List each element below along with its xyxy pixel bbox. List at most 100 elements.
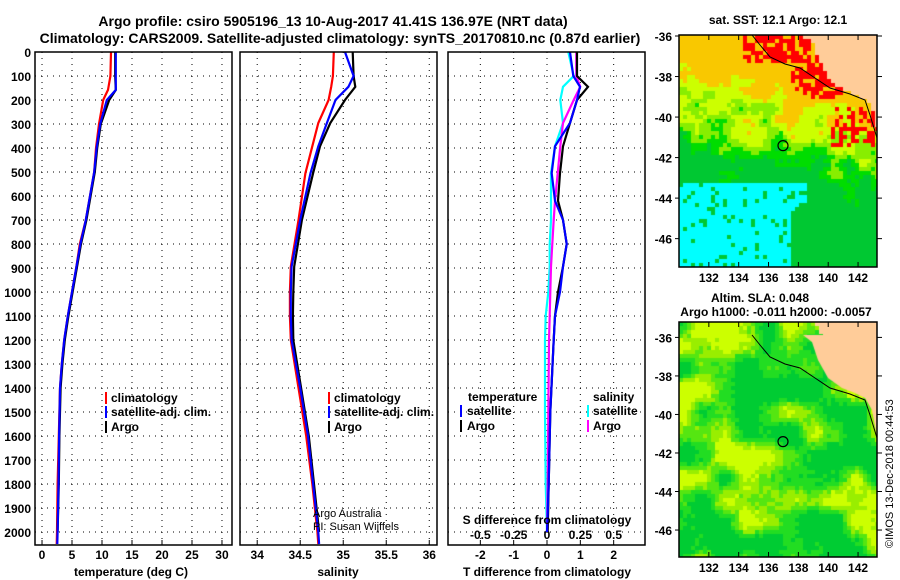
panel-frame bbox=[34, 51, 233, 546]
map-axes: 132 134 136 138 140 142 -36 -38 -40 -42 -44 -46 132 1… bbox=[655, 30, 869, 575]
x-tick-label: 5 bbox=[69, 548, 76, 562]
y-tick-label: 300 bbox=[11, 118, 31, 132]
lon-tick-label: 132 bbox=[699, 271, 719, 285]
y-tick-label: 1100 bbox=[5, 310, 31, 324]
series-line-satellite-adj-clim- bbox=[56, 52, 117, 545]
lat-tick-label: -44 bbox=[655, 486, 673, 500]
legend-label: Argo bbox=[111, 420, 139, 434]
y-tick-label: 200 bbox=[11, 94, 31, 108]
s-tick-label: 0.25 bbox=[569, 528, 593, 542]
x-tick-label: 15 bbox=[125, 548, 139, 562]
sla-map-subtitle: Argo h1000: -0.011 h2000: -0.0057 bbox=[680, 305, 872, 319]
x-tick-label: 34 bbox=[251, 548, 265, 562]
lon-tick-label: 142 bbox=[848, 271, 868, 285]
x-tick-label: 2 bbox=[610, 548, 617, 562]
series-line-s-argo bbox=[545, 52, 582, 533]
series-line-t-satellite bbox=[545, 51, 582, 533]
sst-map-title: sat. SST: 12.1 Argo: 12.1 bbox=[709, 13, 848, 27]
y-tick-label: 1600 bbox=[4, 430, 31, 444]
lat-tick-label: -40 bbox=[655, 408, 673, 422]
y-tick-label: 1000 bbox=[4, 286, 31, 300]
lat-tick-label: -46 bbox=[655, 524, 673, 538]
y-tick-label: 2000 bbox=[4, 526, 31, 540]
profile-panels: 0 5 10 15 20 25 300100200300400500600700800900… bbox=[4, 46, 646, 562]
y-tick-label: 900 bbox=[11, 262, 31, 276]
series-line-climatology bbox=[55, 51, 113, 545]
lat-tick-label: -42 bbox=[655, 152, 673, 166]
series-line-s-satellite bbox=[543, 51, 575, 533]
x-tick-label: 0 bbox=[544, 548, 551, 562]
salinity-xlabel: salinity bbox=[317, 565, 359, 579]
y-tick-label: 500 bbox=[11, 166, 31, 180]
diff-xlabel: T difference from climatology bbox=[463, 565, 631, 579]
legend-label: satellite bbox=[593, 404, 638, 418]
lon-tick-label: 134 bbox=[729, 271, 749, 285]
x-tick-label: -2 bbox=[475, 548, 486, 562]
lon-tick-label: 136 bbox=[759, 561, 779, 575]
lat-tick-label: -38 bbox=[655, 71, 673, 85]
y-tick-label: 1200 bbox=[4, 334, 31, 348]
s-tick-label: -0.25 bbox=[500, 528, 528, 542]
lon-tick-label: 132 bbox=[699, 561, 719, 575]
salinity-legend: climatology satellite-adj. clim. Argo Ar… bbox=[313, 391, 434, 533]
x-tick-label: -1 bbox=[508, 548, 519, 562]
legend-label: Argo bbox=[467, 419, 495, 433]
legend-title-salinity: salinity bbox=[593, 390, 635, 404]
temp-xlabel: temperature (deg C) bbox=[74, 565, 188, 579]
y-tick-label: 100 bbox=[11, 70, 31, 84]
copyright-timestamp: ©IMOS 13-Dec-2018 00:44:53 bbox=[884, 399, 896, 548]
x-tick-label: 36 bbox=[423, 548, 437, 562]
lat-tick-label: -44 bbox=[655, 192, 673, 206]
x-tick-label: 10 bbox=[95, 548, 109, 562]
x-tick-label: 35 bbox=[337, 548, 351, 562]
s-axis-label: S difference from climatology bbox=[463, 513, 632, 527]
annotation-pi: PI: Susan Wijffels bbox=[313, 521, 399, 533]
legend-label: climatology bbox=[111, 391, 178, 405]
sst-map bbox=[679, 35, 877, 267]
x-tick-label: 1 bbox=[577, 548, 584, 562]
x-tick-label: 35.5 bbox=[375, 548, 399, 562]
lon-tick-label: 136 bbox=[759, 271, 779, 285]
y-tick-label: 1300 bbox=[4, 358, 31, 372]
series-line-t-argo bbox=[546, 52, 590, 533]
y-tick-label: 1900 bbox=[4, 502, 31, 516]
legend-label: satellite bbox=[467, 404, 512, 418]
lat-tick-label: -36 bbox=[655, 331, 673, 345]
s-tick-label: 0 bbox=[544, 528, 551, 542]
x-tick-label: 25 bbox=[185, 548, 199, 562]
sal-panel: 34 34.5 35 35.5 36 bbox=[239, 51, 438, 562]
x-tick-label: 30 bbox=[215, 548, 229, 562]
y-tick-label: 1500 bbox=[4, 406, 31, 420]
lon-tick-label: 138 bbox=[788, 561, 808, 575]
sla-map bbox=[679, 322, 877, 557]
x-tick-label: 20 bbox=[155, 548, 169, 562]
series-line-satellite-adj-clim- bbox=[289, 51, 355, 545]
lon-tick-label: 140 bbox=[818, 271, 838, 285]
panel-frame bbox=[239, 51, 438, 546]
y-tick-label: 1400 bbox=[4, 382, 31, 396]
legend-label: Argo bbox=[593, 419, 621, 433]
y-tick-label: 1800 bbox=[4, 478, 31, 492]
x-tick-label: 0 bbox=[39, 548, 46, 562]
y-tick-label: 1700 bbox=[4, 454, 31, 468]
lon-tick-label: 140 bbox=[818, 561, 838, 575]
legend-label: climatology bbox=[334, 391, 401, 405]
x-tick-label: 34.5 bbox=[289, 548, 313, 562]
y-tick-label: 700 bbox=[11, 214, 31, 228]
lat-tick-label: -42 bbox=[655, 447, 673, 461]
y-tick-label: 400 bbox=[11, 142, 31, 156]
temp-legend: climatology satellite-adj. clim. Argo bbox=[105, 391, 211, 434]
y-tick-label: 800 bbox=[11, 238, 31, 252]
figure-title-line1: Argo profile: csiro 5905196_13 10-Aug-20… bbox=[98, 13, 567, 29]
temp-panel: 0 5 10 15 20 25 300100200300400500600700800900… bbox=[4, 46, 233, 562]
legend-label: satellite-adj. clim. bbox=[111, 405, 211, 419]
difference-legend: temperature satellite Argo salinity sate… bbox=[460, 390, 638, 527]
legend-label: Argo bbox=[334, 420, 362, 434]
annotation-argo-australia: Argo Australia bbox=[313, 508, 382, 520]
lat-tick-label: -40 bbox=[655, 111, 673, 125]
y-tick-label: 0 bbox=[24, 46, 31, 60]
y-tick-label: 600 bbox=[11, 190, 31, 204]
s-tick-label: -0.5 bbox=[470, 528, 491, 542]
figure-title-line2: Climatology: CARS2009. Satellite-adjuste… bbox=[40, 30, 641, 46]
legend-label: satellite-adj. clim. bbox=[334, 405, 434, 419]
